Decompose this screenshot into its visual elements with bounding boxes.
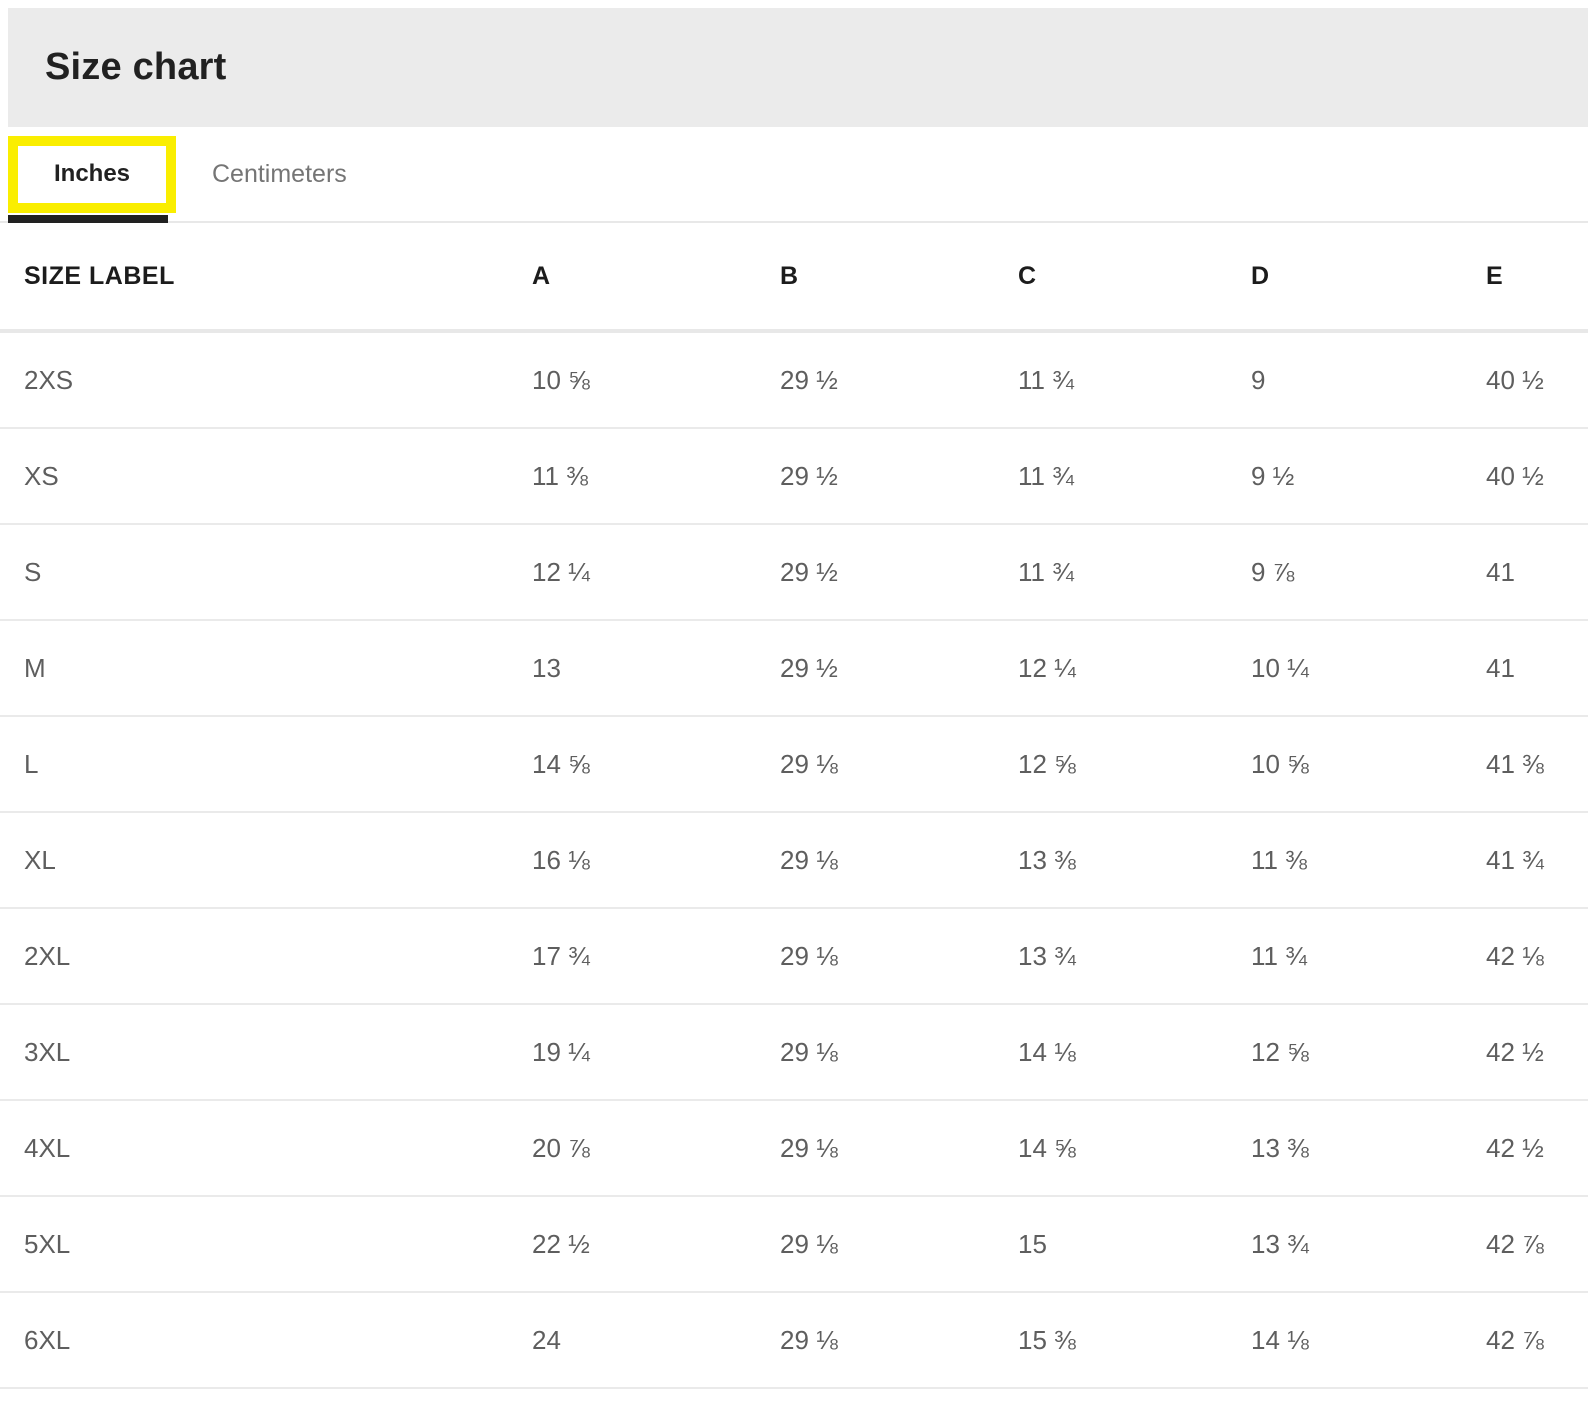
measurement-cell: 16 ⅛ — [532, 844, 590, 875]
size-label-cell: L — [24, 748, 39, 779]
measurement-cell: 29 ⅛ — [780, 844, 838, 875]
measurement-cell: 29 ½ — [780, 556, 838, 587]
measurement-cell: 12 ¼ — [532, 556, 590, 587]
column-header: A — [532, 261, 551, 290]
table-row: S 12 ¼ 29 ½ 11 ¾ 9 ⅞ 41 — [0, 525, 1588, 621]
measurement-cell: 10 ⅝ — [1251, 748, 1309, 779]
size-label-cell: XL — [24, 844, 56, 875]
measurement-cell: 42 ⅞ — [1486, 1228, 1544, 1259]
size-label-cell: 5XL — [24, 1228, 71, 1259]
measurement-cell: 15 — [1018, 1228, 1047, 1259]
table-row: XS 11 ⅜ 29 ½ 11 ¾ 9 ½ 40 ½ — [0, 429, 1588, 525]
column-header: E — [1486, 261, 1504, 290]
size-label-cell: 4XL — [24, 1132, 71, 1163]
size-label-cell: M — [24, 652, 46, 683]
table-body: 2XS 10 ⅝ 29 ½ 11 ¾ 9 40 ½ XS 11 ⅜ 29 ½ 11 ¾ 9 ½ 40 … — [0, 333, 1588, 1389]
table-row: XL 16 ⅛ 29 ⅛ 13 ⅜ 11 ⅜ 41 ¾ — [0, 813, 1588, 909]
unit-tabbar: Inches Centimeters — [0, 127, 1588, 223]
measurement-cell: 29 ½ — [780, 364, 838, 395]
measurement-cell: 29 ⅛ — [780, 748, 838, 779]
size-label-cell: 3XL — [24, 1036, 71, 1067]
tab-centimeters[interactable]: Centimeters — [212, 159, 347, 188]
measurement-cell: 11 ¾ — [1018, 364, 1074, 395]
measurement-cell: 42 ⅛ — [1486, 940, 1544, 971]
column-header: B — [780, 261, 799, 290]
table-row: 3XL 19 ¼ 29 ⅛ 14 ⅛ 12 ⅝ 42 ½ — [0, 1005, 1588, 1101]
table-row: L 14 ⅝ 29 ⅛ 12 ⅝ 10 ⅝ 41 ⅜ — [0, 717, 1588, 813]
measurement-cell: 9 ½ — [1251, 460, 1295, 491]
measurement-cell: 40 ½ — [1486, 460, 1544, 491]
measurement-cell: 29 ⅛ — [780, 940, 838, 971]
column-header: D — [1251, 261, 1270, 290]
measurement-cell: 42 ½ — [1486, 1132, 1544, 1163]
measurement-cell: 29 ⅛ — [780, 1324, 838, 1355]
measurement-cell: 9 ⅞ — [1251, 556, 1295, 587]
column-header: C — [1018, 261, 1037, 290]
measurement-cell: 22 ½ — [532, 1228, 590, 1259]
measurement-cell: 11 ⅜ — [1251, 844, 1307, 875]
measurement-cell: 29 ½ — [780, 460, 838, 491]
measurement-cell: 41 ⅜ — [1486, 748, 1544, 779]
table-row: M 13 29 ½ 12 ¼ 10 ¼ 41 — [0, 621, 1588, 717]
column-header: SIZE LABEL — [24, 261, 175, 290]
measurement-cell: 42 ½ — [1486, 1036, 1544, 1067]
size-label-cell: S — [24, 556, 42, 587]
tab-inches-focus-ring[interactable]: Inches — [8, 135, 176, 213]
measurement-cell: 41 ¾ — [1486, 844, 1544, 875]
measurement-cell: 29 ½ — [780, 652, 838, 683]
measurement-cell: 19 ¼ — [532, 1036, 590, 1067]
measurement-cell: 12 ⅝ — [1018, 748, 1076, 779]
table-row: 5XL 22 ½ 29 ⅛ 15 13 ¾ 42 ⅞ — [0, 1197, 1588, 1293]
measurement-cell: 40 ½ — [1486, 364, 1544, 395]
measurement-cell: 29 ⅛ — [780, 1228, 838, 1259]
measurement-cell: 29 ⅛ — [780, 1132, 838, 1163]
unit-tabs-row: Inches Centimeters — [0, 127, 1588, 221]
table-row: 2XL 17 ¾ 29 ⅛ 13 ¾ 11 ¾ 42 ⅛ — [0, 909, 1588, 1005]
measurement-cell: 11 ¾ — [1018, 460, 1074, 491]
table-row: 6XL 24 29 ⅛ 15 ⅜ 14 ⅛ 42 ⅞ — [0, 1293, 1588, 1389]
measurement-cell: 29 ⅛ — [780, 1036, 838, 1067]
size-label-cell: 2XS — [24, 364, 74, 395]
measurement-cell: 10 ⅝ — [532, 364, 590, 395]
measurement-cell: 14 ⅛ — [1018, 1036, 1076, 1067]
measurement-cell: 15 ⅜ — [1018, 1324, 1076, 1355]
table-row: 4XL 20 ⅞ 29 ⅛ 14 ⅝ 13 ⅜ 42 ½ — [0, 1101, 1588, 1197]
measurement-cell: 13 ⅜ — [1018, 844, 1076, 875]
measurement-cell: 41 — [1486, 652, 1515, 683]
measurement-cell: 13 ¾ — [1018, 940, 1076, 971]
size-label-cell: 6XL — [24, 1324, 71, 1355]
measurement-cell: 12 ¼ — [1018, 652, 1076, 683]
measurement-cell: 14 ⅝ — [1018, 1132, 1076, 1163]
measurement-cell: 11 ⅜ — [532, 460, 588, 491]
table-header-row: SIZE LABEL A B C D E — [0, 223, 1588, 333]
measurement-cell: 9 — [1251, 364, 1266, 395]
measurement-cell: 20 ⅞ — [532, 1132, 590, 1163]
measurement-cell: 14 ⅛ — [1251, 1324, 1309, 1355]
measurement-cell: 17 ¾ — [532, 940, 590, 971]
measurement-cell: 11 ¾ — [1018, 556, 1074, 587]
measurement-cell: 24 — [532, 1324, 561, 1355]
page-title: Size chart — [45, 46, 227, 88]
measurement-cell: 11 ¾ — [1251, 940, 1307, 971]
table-row: 2XS 10 ⅝ 29 ½ 11 ¾ 9 40 ½ — [0, 333, 1588, 429]
measurement-cell: 41 — [1486, 556, 1515, 587]
size-chart-header: Size chart — [8, 8, 1588, 127]
size-label-cell: 2XL — [24, 940, 71, 971]
measurement-cell: 42 ⅞ — [1486, 1324, 1544, 1355]
measurement-cell: 13 ¾ — [1251, 1228, 1309, 1259]
measurement-cell: 13 ⅜ — [1251, 1132, 1309, 1163]
active-tab-indicator — [8, 215, 168, 223]
tab-inches[interactable]: Inches — [53, 160, 131, 187]
measurement-cell: 13 — [532, 652, 561, 683]
measurement-cell: 10 ¼ — [1251, 652, 1309, 683]
measurement-cell: 12 ⅝ — [1251, 1036, 1309, 1067]
measurement-cell: 14 ⅝ — [532, 748, 590, 779]
size-label-cell: XS — [24, 460, 59, 491]
